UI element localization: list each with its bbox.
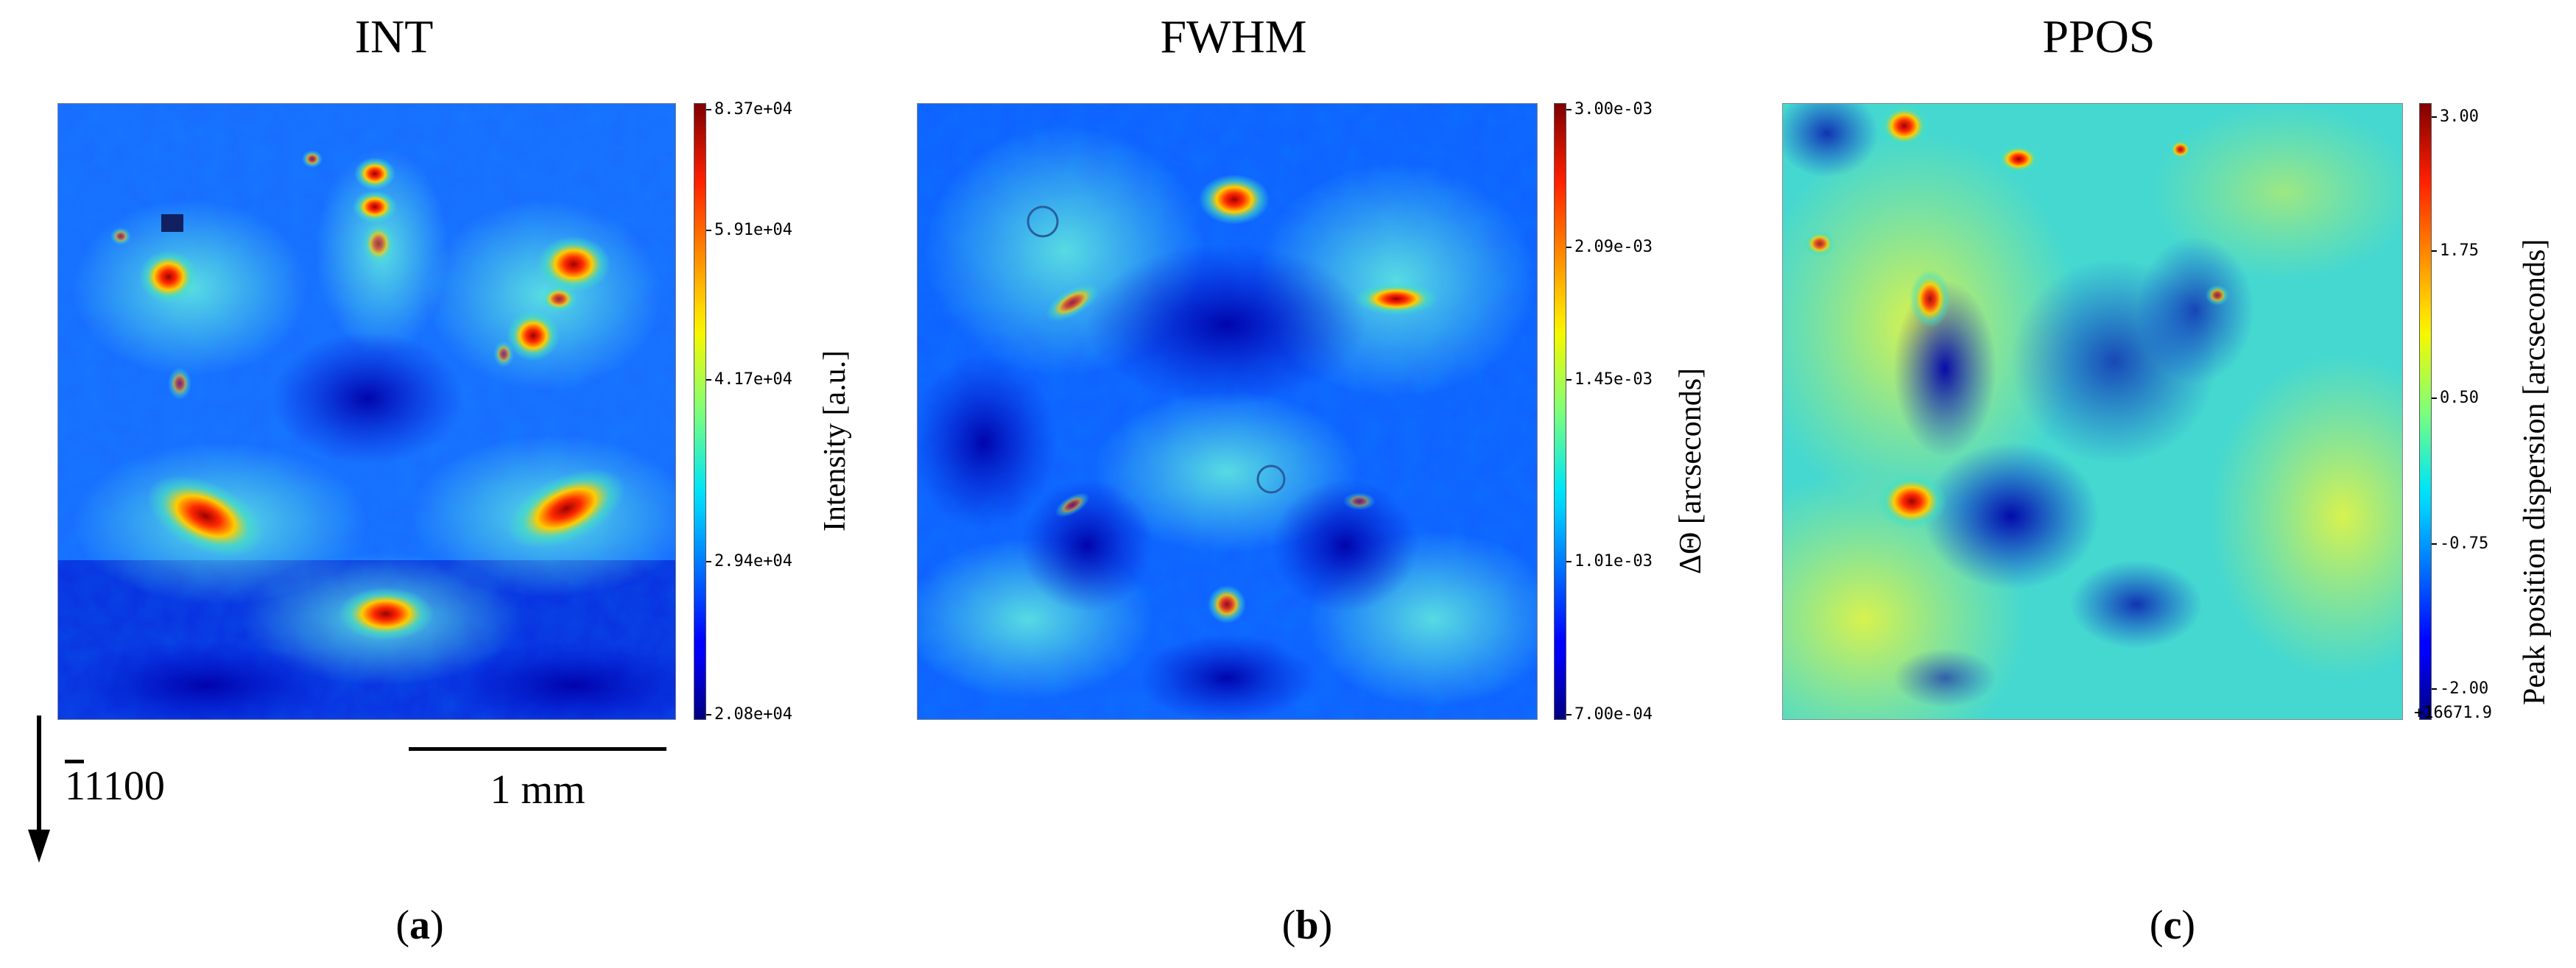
direction-label: 11100 (65, 763, 165, 809)
scale-bar (409, 747, 666, 751)
int-colorbar-tick: 4.17e+04 (714, 370, 792, 389)
int-colorbar-tick: 2.08e+04 (714, 705, 792, 724)
fwhm-colorbar-label: ΔΘ [arcseconds] (1674, 367, 1708, 574)
fwhm-colorbar-tick: 3.00e-03 (1574, 100, 1653, 119)
ppos-colorbar (2419, 103, 2432, 720)
ppos-colorbar-tick: 0.50 (2440, 389, 2479, 407)
panel-title-int: INT (354, 10, 434, 63)
ppos-colorbar-tick: 1.75 (2440, 241, 2479, 260)
fwhm-colorbar-tick: 1.45e-03 (1574, 370, 1653, 389)
int-colorbar-tick: 2.94e+04 (714, 552, 792, 570)
ppos-heatmap (1782, 103, 2403, 720)
fwhm-colorbar-tick: 7.00e-04 (1574, 705, 1653, 724)
fwhm-colorbar-tick: 2.09e-03 (1574, 238, 1653, 256)
scale-bar-label: 1 mm (490, 767, 585, 813)
ppos-colorbar-tick: 3.00 (2440, 107, 2479, 126)
int-colorbar-label: Intensity [a.u.] (818, 350, 852, 531)
panel-title-fwhm: FWHM (1160, 10, 1307, 63)
ppos-colorbar-tick: -0.75 (2440, 534, 2489, 553)
panel-label-c: (c) (2149, 902, 2196, 948)
int-colorbar-tick: 5.91e+04 (714, 221, 792, 239)
ppos-colorbar-label: Peak position dispersion [arcseconds] (2518, 239, 2552, 705)
direction-arrow (28, 716, 50, 863)
panel-label-b: (b) (1281, 902, 1333, 948)
ppos-colorbar-offset: +16671.9 (2414, 704, 2492, 722)
panel-title-ppos: PPOS (2042, 10, 2156, 63)
fwhm-colorbar (1554, 103, 1566, 720)
int-heatmap (57, 103, 676, 720)
panel-label-a: (a) (395, 902, 444, 948)
fwhm-colorbar-tick: 1.01e-03 (1574, 552, 1653, 570)
int-colorbar (694, 103, 706, 720)
fwhm-heatmap (917, 103, 1538, 720)
ppos-colorbar-tick: -2.00 (2440, 679, 2489, 698)
int-colorbar-tick: 8.37e+04 (714, 100, 792, 119)
